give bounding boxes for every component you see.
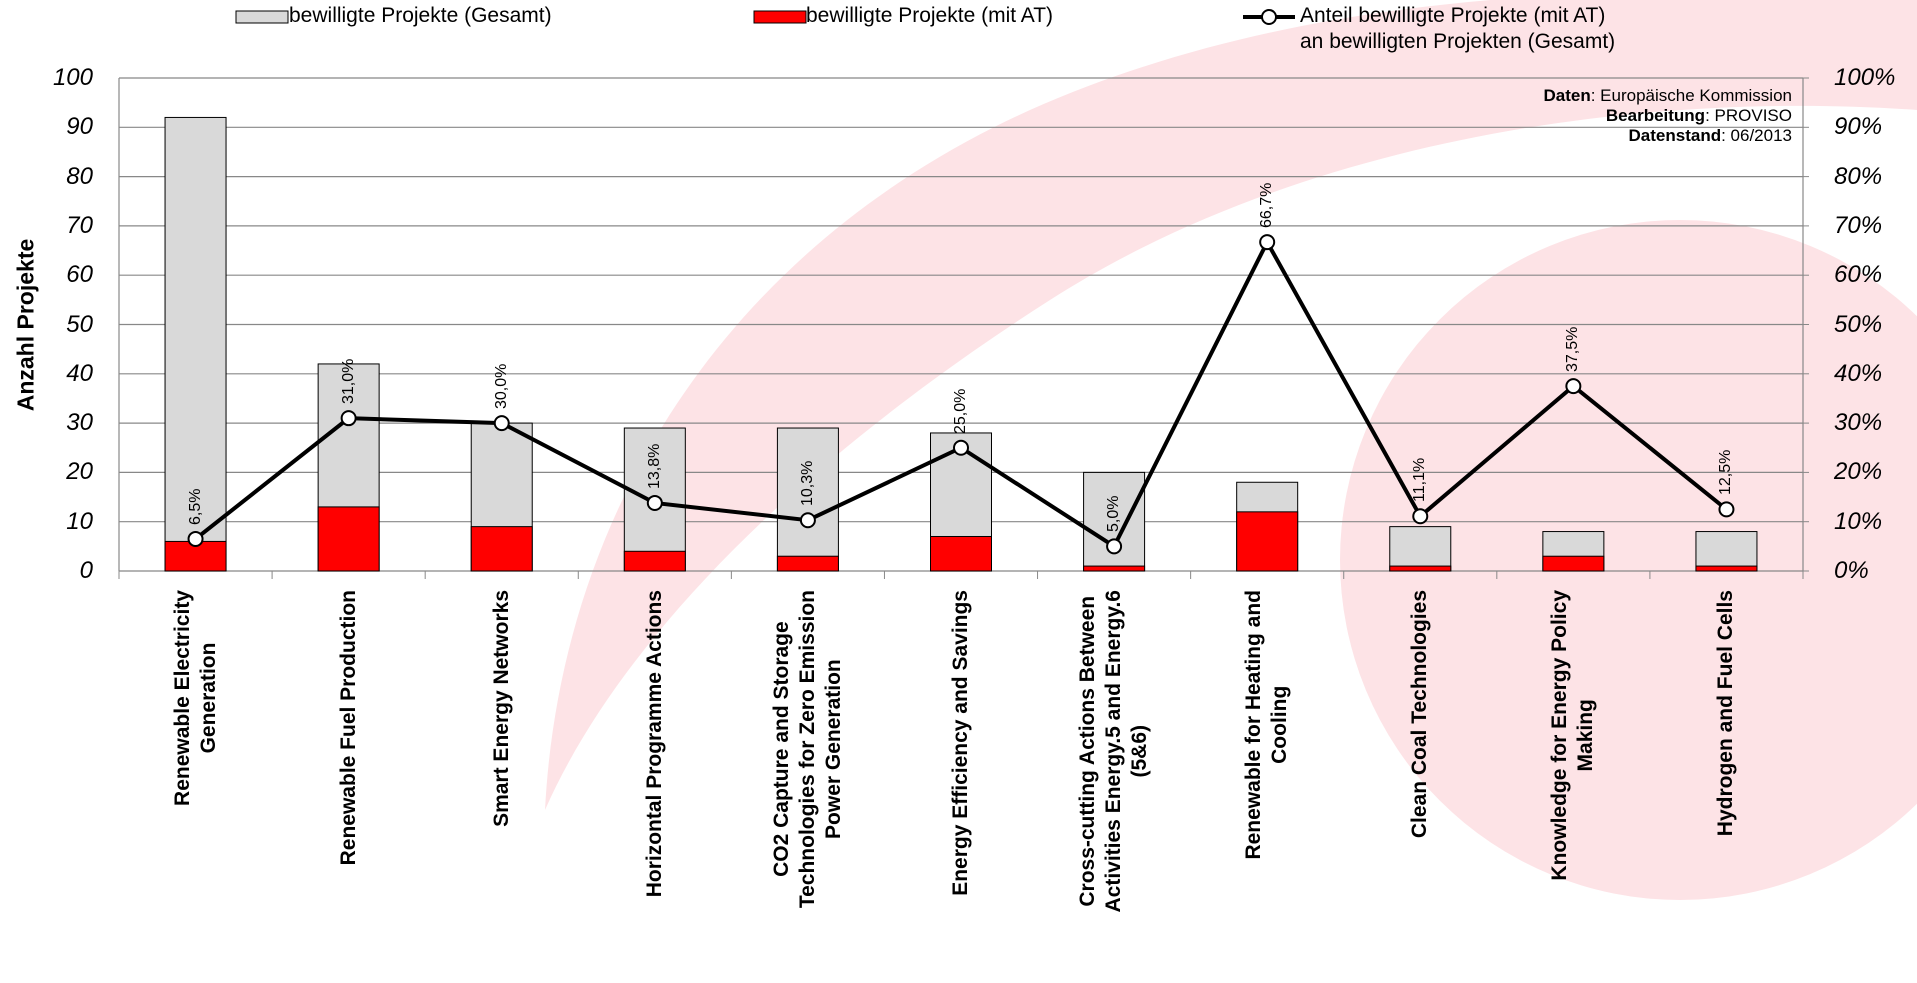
x-tick-label: Renewable Electricity Generation — [170, 590, 220, 806]
legend-marker — [1261, 9, 1277, 25]
line-marker — [1565, 378, 1582, 395]
value-label: 66,7% — [1258, 182, 1276, 229]
bar — [1389, 565, 1452, 572]
y-tick-label: 60 — [66, 261, 93, 289]
y-tick-label: 70 — [66, 211, 93, 239]
y-tick-label: 90 — [66, 113, 93, 141]
annotation-line: Daten: Europäische Kommission — [1544, 86, 1793, 106]
line-marker — [493, 415, 510, 432]
y-tick-label: 80 — [66, 162, 93, 190]
y-tick-label: 10 — [66, 507, 93, 535]
value-label: 30,0% — [492, 363, 510, 410]
annotation-key: Datenstand — [1628, 126, 1722, 145]
annotation-text: : 06/2013 — [1721, 126, 1792, 145]
y-axis-title: Anzahl Projekte — [12, 238, 39, 411]
annotation-text: : PROVISO — [1705, 106, 1792, 125]
y2-tick-label: 100% — [1834, 64, 1896, 91]
y-tick-label: 50 — [66, 310, 93, 338]
x-tick-label: Renewable for Heating and Cooling — [1242, 590, 1292, 860]
x-tick-label: Horizontal Programme Actions — [642, 590, 666, 898]
x-tick-label: Smart Energy Networks — [489, 590, 513, 827]
annotation-line: Datenstand: 06/2013 — [1544, 126, 1792, 146]
line-marker — [1106, 538, 1123, 555]
bar — [1695, 531, 1758, 572]
x-tick-label: Clean Coal Technologies — [1408, 590, 1432, 839]
bar — [164, 116, 227, 572]
y2-tick-label: 60% — [1834, 261, 1883, 289]
y2-tick-label: 30% — [1834, 409, 1883, 437]
y-tick-label: 20 — [66, 458, 93, 486]
line-marker — [187, 530, 204, 547]
bar — [1083, 565, 1146, 572]
y-tick-label: 40 — [66, 359, 93, 387]
background-decoration — [545, 0, 1917, 900]
value-label: 37,5% — [1564, 326, 1582, 373]
value-label: 31,0% — [339, 358, 357, 405]
value-label: 12,5% — [1717, 450, 1735, 496]
x-tick-label: Energy Efficiency and Savings — [949, 590, 972, 896]
x-tick-label: Hydrogen and Fuel Cells — [1714, 590, 1738, 837]
line-marker — [799, 512, 816, 529]
line-marker — [953, 439, 969, 456]
y2-tick-label: 0% — [1834, 557, 1869, 584]
bar — [1236, 511, 1299, 572]
value-label: 5,0% — [1105, 495, 1123, 533]
bar — [1695, 565, 1758, 572]
y-tick-label: 30 — [66, 409, 93, 437]
legend-label: Anteil bewilligte Projekte (mit AT) an b… — [1300, 4, 1616, 53]
line-marker — [340, 410, 357, 427]
line-marker — [1259, 234, 1276, 251]
y2-tick-label: 20% — [1834, 458, 1883, 486]
y2-tick-label: 90% — [1834, 113, 1883, 141]
line-marker — [1718, 501, 1735, 518]
y2-tick-label: 10% — [1834, 507, 1883, 535]
y-tick-label: 100 — [52, 64, 93, 91]
legend-label: bewilligte Projekte (mit AT) — [806, 4, 1054, 27]
legend-label: bewilligte Projekte (Gesamt) — [289, 4, 552, 27]
legend-swatch — [235, 10, 289, 24]
x-tick-label: Cross-cutting Actions Between Activities… — [1076, 590, 1152, 913]
bar — [1389, 526, 1452, 572]
bar — [776, 427, 839, 572]
annotation-key: Bearbeitung — [1605, 106, 1706, 125]
legend-swatch — [753, 10, 807, 24]
line-marker — [646, 494, 663, 511]
bar — [317, 506, 380, 572]
bar — [470, 526, 533, 572]
bar — [776, 555, 839, 572]
value-label: 13,8% — [645, 443, 663, 489]
y2-tick-label: 80% — [1834, 162, 1883, 190]
annotation-key: Daten — [1543, 86, 1591, 105]
x-tick-label: CO2 Capture and Storage Technologies for… — [769, 590, 845, 909]
value-label: 25,0% — [952, 388, 969, 434]
annotation-line: Bearbeitung: PROVISO — [1544, 106, 1792, 126]
y2-tick-label: 50% — [1834, 310, 1883, 338]
x-tick-label: Knowledge for Energy Policy Making — [1548, 590, 1598, 881]
line-marker — [1412, 508, 1429, 525]
bar — [930, 535, 992, 572]
x-tick-label: Renewable Fuel Production — [336, 590, 360, 866]
value-label: 10,3% — [798, 460, 816, 507]
bar — [623, 550, 686, 572]
y2-tick-label: 70% — [1834, 211, 1883, 239]
bar — [1542, 555, 1605, 572]
annotation: Daten: Europäische Kommission Bearbeitung… — [1544, 86, 1793, 146]
value-label: 11,1% — [1411, 458, 1429, 503]
y-tick-label: 0 — [79, 557, 93, 584]
y2-tick-label: 40% — [1834, 359, 1883, 387]
annotation-text: : Europäische Kommission — [1590, 86, 1792, 105]
value-label: 6,5% — [186, 488, 204, 525]
